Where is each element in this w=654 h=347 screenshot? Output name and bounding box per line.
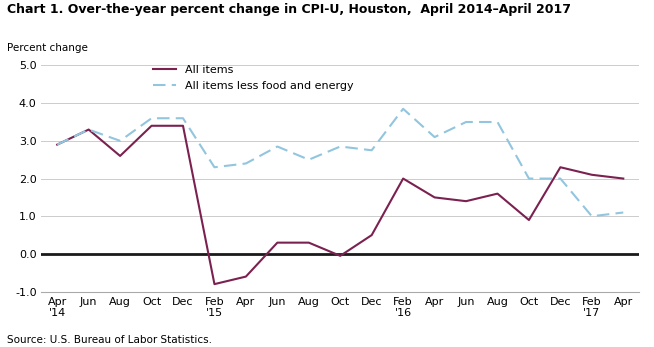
- All items less food and energy: [53, 143, 61, 147]
- All items: [85, 127, 93, 132]
- All items less food and energy: [557, 177, 564, 181]
- All items: [368, 233, 375, 237]
- All items less food and energy: [116, 139, 124, 143]
- All items: [211, 282, 218, 286]
- All items less food and energy: [462, 120, 470, 124]
- All items: [53, 143, 61, 147]
- All items: [242, 274, 250, 279]
- Text: Chart 1. Over-the-year percent change in CPI-U, Houston,  April 2014–April 2017: Chart 1. Over-the-year percent change in…: [7, 3, 570, 16]
- All items: [273, 240, 281, 245]
- Text: Source: U.S. Bureau of Labor Statistics.: Source: U.S. Bureau of Labor Statistics.: [7, 335, 211, 345]
- All items less food and energy: [399, 107, 407, 111]
- All items: [399, 177, 407, 181]
- Line: All items: All items: [57, 126, 623, 284]
- All items less food and energy: [305, 158, 313, 162]
- All items less food and energy: [431, 135, 439, 139]
- All items: [557, 165, 564, 169]
- All items: [619, 177, 627, 181]
- All items: [525, 218, 533, 222]
- All items less food and energy: [494, 120, 502, 124]
- All items: [179, 124, 187, 128]
- All items less food and energy: [148, 116, 156, 120]
- All items: [588, 173, 596, 177]
- All items less food and energy: [336, 144, 344, 149]
- All items: [336, 254, 344, 258]
- All items: [431, 195, 439, 200]
- All items: [305, 240, 313, 245]
- All items: [462, 199, 470, 203]
- All items: [116, 154, 124, 158]
- All items: [148, 124, 156, 128]
- All items less food and energy: [242, 161, 250, 166]
- All items less food and energy: [525, 177, 533, 181]
- All items less food and energy: [368, 148, 375, 152]
- All items: [494, 192, 502, 196]
- All items less food and energy: [179, 116, 187, 120]
- All items less food and energy: [588, 214, 596, 218]
- Legend: All items, All items less food and energy: All items, All items less food and energ…: [149, 61, 358, 95]
- All items less food and energy: [211, 165, 218, 169]
- All items less food and energy: [273, 144, 281, 149]
- All items less food and energy: [619, 210, 627, 214]
- All items less food and energy: [85, 127, 93, 132]
- Text: Percent change: Percent change: [7, 43, 88, 53]
- Line: All items less food and energy: All items less food and energy: [57, 109, 623, 216]
